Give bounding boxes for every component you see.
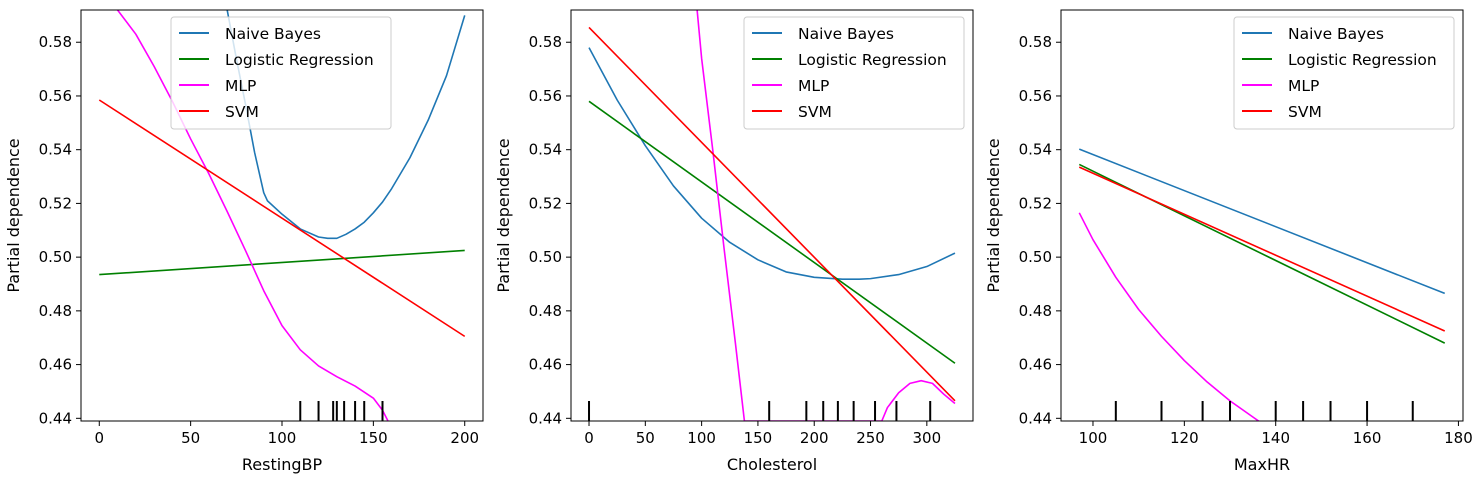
x-tick-label: 100 [268,429,297,447]
y-axis-label: Partial dependence [984,138,1003,292]
x-tick-label: 140 [1261,429,1290,447]
y-tick-label: 0.48 [39,302,72,320]
y-tick-label: 0.44 [39,409,72,427]
y-axis-label: Partial dependence [494,138,513,292]
legend-box [1233,16,1455,130]
y-tick-label: 0.56 [529,87,562,105]
x-axis-label: MaxHR [1234,455,1290,474]
y-tick-label: 0.50 [39,248,72,266]
y-tick-label: 0.44 [529,409,562,427]
x-tick-label: 0 [94,429,104,447]
series-lines [98,10,466,421]
plot-panel-restingbp: 0 50 100 150 200 0.44 0.46 0.48 0.50 0.52 0.54 0.56… [4,9,484,474]
y-axis-label: Partial dependence [4,138,23,292]
series-line-svm [1078,166,1446,332]
decile-rug [588,401,932,421]
y-tick-label: 0.48 [1019,302,1052,320]
legend: Naive Bayes Logistic Regression MLP SVM [743,16,965,130]
y-tick-label: 0.52 [529,194,562,212]
series-line-logistic-regression [99,249,465,276]
legend-label-naive-bayes: Naive Bayes [1288,25,1384,43]
x-tick-label: 200 [450,429,479,447]
series-line-naive-bayes [588,47,956,280]
legend: Naive Bayes Logistic Regression MLP SVM [1233,16,1455,130]
y-tick-label: 0.46 [39,356,72,374]
y-tick-label: 0.58 [1019,33,1052,51]
legend-label-mlp: MLP [225,77,256,95]
y-tick-label: 0.56 [1019,87,1052,105]
legend-label-mlp: MLP [798,77,829,95]
decile-rug [299,401,384,421]
x-tick-label: 50 [181,429,200,447]
legend-box [170,16,392,130]
legend-label-logistic-regression: Logistic Regression [798,51,947,69]
series-line-mlp [696,10,956,421]
legend-label-svm: SVM [1288,103,1322,121]
axes-frame [1060,9,1464,422]
y-tick-label: 0.52 [1019,194,1052,212]
legend-label-svm: SVM [798,103,832,121]
x-tick-label: 150 [744,429,773,447]
legend: Naive Bayes Logistic Regression MLP SVM [170,16,392,130]
y-tick-label: 0.56 [39,87,72,105]
series-lines [588,10,956,421]
x-tick-label: 100 [1079,429,1108,447]
x-axis-label: Cholesterol [727,455,817,474]
legend-label-logistic-regression: Logistic Regression [1288,51,1437,69]
series-line-logistic-regression [588,100,956,364]
legend-box [743,16,965,130]
y-tick-label: 0.58 [529,33,562,51]
legend-label-svm: SVM [225,103,259,121]
y-tick-label: 0.54 [529,141,562,159]
series-line-mlp [116,10,389,421]
series-line-svm [98,99,466,338]
x-tick-label: 0 [584,429,594,447]
y-tick-label: 0.52 [39,194,72,212]
y-tick-label: 0.50 [529,248,562,266]
axes-frame [570,9,974,422]
x-tick-label: 200 [800,429,829,447]
legend-label-logistic-regression: Logistic Regression [225,51,374,69]
y-tick-label: 0.44 [1019,409,1052,427]
y-tick-label: 0.58 [39,33,72,51]
y-tick-label: 0.54 [39,141,72,159]
series-line-naive-bayes [226,10,466,240]
x-tick-label: 300 [913,429,942,447]
y-tick-label: 0.54 [1019,141,1052,159]
series-lines [1078,148,1446,421]
series-line-naive-bayes [1078,148,1446,295]
series-line-mlp [1078,212,1260,421]
x-axis-label: RestingBP [242,455,323,474]
x-tick-label: 160 [1353,429,1382,447]
y-tick-label: 0.46 [529,356,562,374]
x-tick-label: 50 [636,429,655,447]
decile-rug [1114,401,1414,421]
x-tick-label: 150 [359,429,388,447]
legend-label-mlp: MLP [1288,77,1319,95]
legend-label-naive-bayes: Naive Bayes [225,25,321,43]
plot-panel-maxhr: 100 120 140 160 180 0.44 0.46 0.48 0.50 0.52 0.54 0… [984,9,1473,474]
y-tick-label: 0.50 [1019,248,1052,266]
plot-panel-cholesterol: 0 50 100 150 200 250 300 0.44 0.46 0.48 0.50 0.52 0.… [494,9,974,474]
x-tick-label: 120 [1170,429,1199,447]
legend-label-naive-bayes: Naive Bayes [798,25,894,43]
x-tick-label: 180 [1444,429,1473,447]
series-line-svm [588,26,956,402]
x-tick-label: 100 [687,429,716,447]
y-tick-label: 0.48 [529,302,562,320]
y-tick-label: 0.46 [1019,356,1052,374]
x-tick-label: 250 [856,429,885,447]
